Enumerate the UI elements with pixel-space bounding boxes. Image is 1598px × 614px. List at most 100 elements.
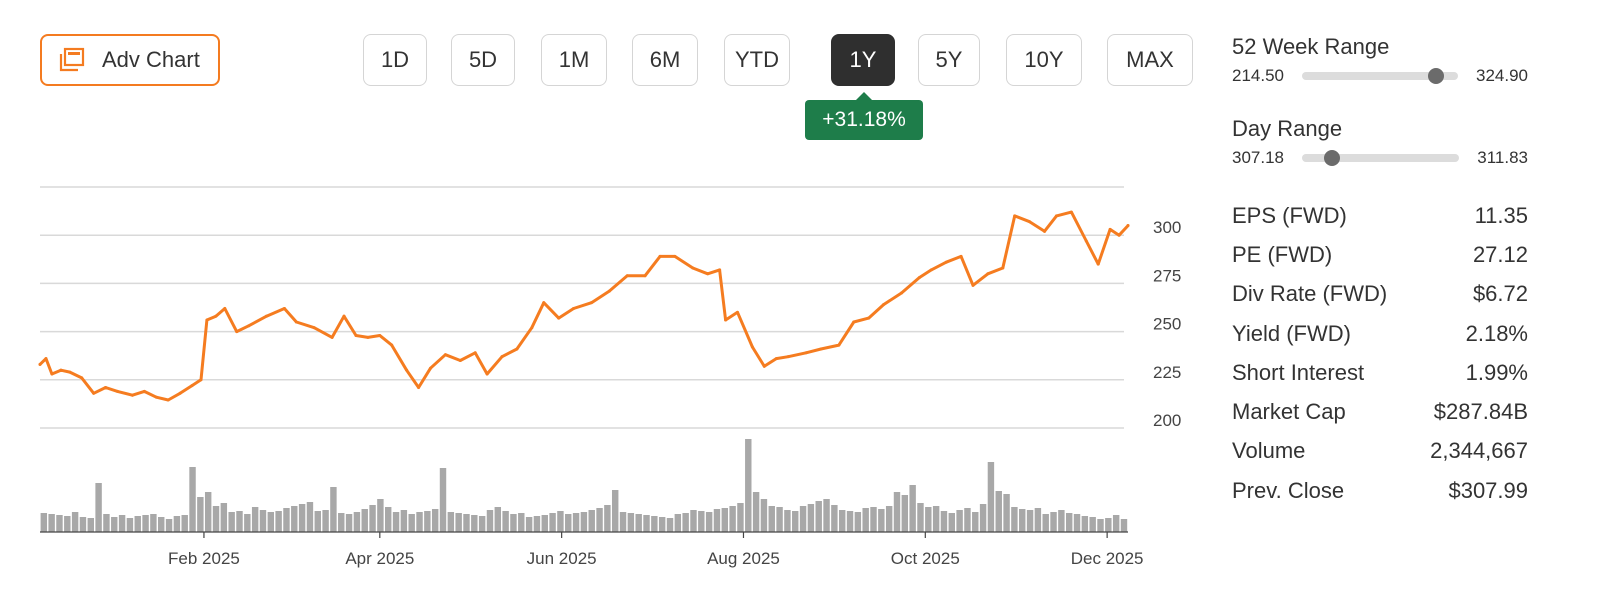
- range-button-1y[interactable]: 1Y: [831, 34, 895, 86]
- price-point: [724, 318, 728, 322]
- volume-bar: [1065, 513, 1073, 532]
- volume-bar: [658, 517, 666, 532]
- volume-bar: [1019, 509, 1026, 532]
- range-button-1d[interactable]: 1D: [363, 34, 427, 86]
- range-button-6m[interactable]: 6M: [632, 34, 698, 86]
- volume-bar: [1026, 510, 1034, 532]
- volume-bar: [204, 492, 212, 532]
- volume-bar: [784, 510, 791, 532]
- volume-bar: [792, 511, 799, 532]
- price-point: [265, 314, 269, 318]
- stat-label: PE (FWD): [1232, 241, 1333, 267]
- price-point: [867, 316, 871, 320]
- volume-bar: [510, 514, 517, 532]
- price-point: [1054, 214, 1058, 218]
- range-button-5d[interactable]: 5D: [451, 34, 515, 86]
- volume-bar: [416, 512, 423, 532]
- stat-label: Prev. Close: [1232, 477, 1345, 503]
- price-point: [223, 306, 227, 310]
- volume-bar: [173, 516, 181, 532]
- volume-bar: [604, 505, 611, 532]
- price-point: [899, 291, 903, 295]
- price-point: [366, 335, 370, 339]
- price-point: [691, 266, 695, 270]
- price-point: [673, 254, 677, 258]
- price-line: [38, 210, 1130, 402]
- chart-windows-icon: [59, 47, 85, 72]
- y-tick-label: 300: [1153, 218, 1181, 237]
- y-tick-label: 275: [1153, 266, 1181, 285]
- volume-bar: [823, 499, 830, 532]
- volume-bar: [838, 510, 846, 532]
- volume-bar: [909, 485, 916, 532]
- price-point: [205, 318, 209, 322]
- range-button-ytd[interactable]: YTD: [724, 34, 790, 86]
- volume-bar: [565, 514, 572, 532]
- volume-bar: [345, 514, 353, 532]
- volume-bar: [932, 506, 940, 532]
- volume-bar: [541, 515, 548, 532]
- day-range-marker: [1323, 150, 1340, 166]
- week52-high: 324.90: [1476, 66, 1528, 85]
- volume-bar: [987, 462, 995, 532]
- price-point: [736, 310, 740, 314]
- price-point: [116, 389, 120, 393]
- volume-bar: [330, 487, 337, 532]
- price-point: [929, 268, 933, 272]
- volume-bar: [1011, 507, 1018, 532]
- stat-value: 2,344,667: [1430, 438, 1528, 464]
- stat-value: 27.12: [1472, 241, 1528, 267]
- volume-bar: [846, 511, 854, 532]
- price-point: [485, 372, 489, 376]
- volume-bar: [95, 483, 102, 532]
- volume-bar: [674, 514, 682, 532]
- stat-label: Market Cap: [1232, 399, 1346, 425]
- price-point: [837, 343, 841, 347]
- volume-bar: [118, 515, 126, 532]
- stat-row: Prev. Close $307.99: [1232, 471, 1528, 510]
- stat-value: 1.99%: [1465, 359, 1528, 385]
- stat-value: 11.35: [1474, 202, 1528, 228]
- range-button-max[interactable]: MAX: [1107, 34, 1193, 86]
- price-point: [1013, 214, 1017, 218]
- price-point: [530, 326, 534, 330]
- price-point: [68, 370, 72, 374]
- price-point: [542, 301, 546, 305]
- volume-bar: [1105, 518, 1112, 532]
- volume-bar: [424, 511, 431, 532]
- stat-row: Volume 2,344,667: [1232, 432, 1528, 471]
- price-point: [572, 306, 576, 310]
- volume-bar: [1112, 515, 1120, 532]
- volume-bar: [369, 505, 376, 532]
- stat-value: 2.18%: [1465, 320, 1528, 346]
- price-point: [718, 268, 722, 272]
- volume-bar: [79, 517, 87, 532]
- volume-bar: [588, 510, 595, 532]
- price-point: [500, 355, 504, 359]
- volume-bar: [893, 492, 901, 532]
- volume-bar: [713, 509, 721, 532]
- volume-bar: [682, 513, 689, 532]
- price-point: [199, 378, 203, 382]
- volume-bar: [228, 512, 235, 532]
- range-button-1m[interactable]: 1M: [541, 34, 607, 86]
- price-point: [378, 333, 382, 337]
- week52-low: 214.50: [1232, 66, 1284, 85]
- adv-chart-button[interactable]: Adv Chart: [40, 34, 220, 86]
- volume-bar: [291, 506, 298, 532]
- stat-value: $6.72: [1472, 281, 1528, 307]
- volume-bar: [306, 502, 314, 532]
- stat-row: Yield (FWD) 2.18%: [1232, 314, 1528, 353]
- volume-bar: [760, 499, 768, 532]
- volume-bar: [103, 514, 110, 532]
- range-button-5y[interactable]: 5Y: [918, 34, 980, 86]
- price-point: [178, 391, 182, 395]
- volume-bar: [361, 509, 368, 532]
- volume-bar: [917, 503, 924, 532]
- volume-bar: [995, 491, 1002, 532]
- volume-bar: [854, 512, 862, 532]
- volume-bar: [134, 516, 141, 532]
- volume-bar: [698, 511, 705, 532]
- range-button-10y[interactable]: 10Y: [1006, 34, 1082, 86]
- price-point: [1001, 266, 1005, 270]
